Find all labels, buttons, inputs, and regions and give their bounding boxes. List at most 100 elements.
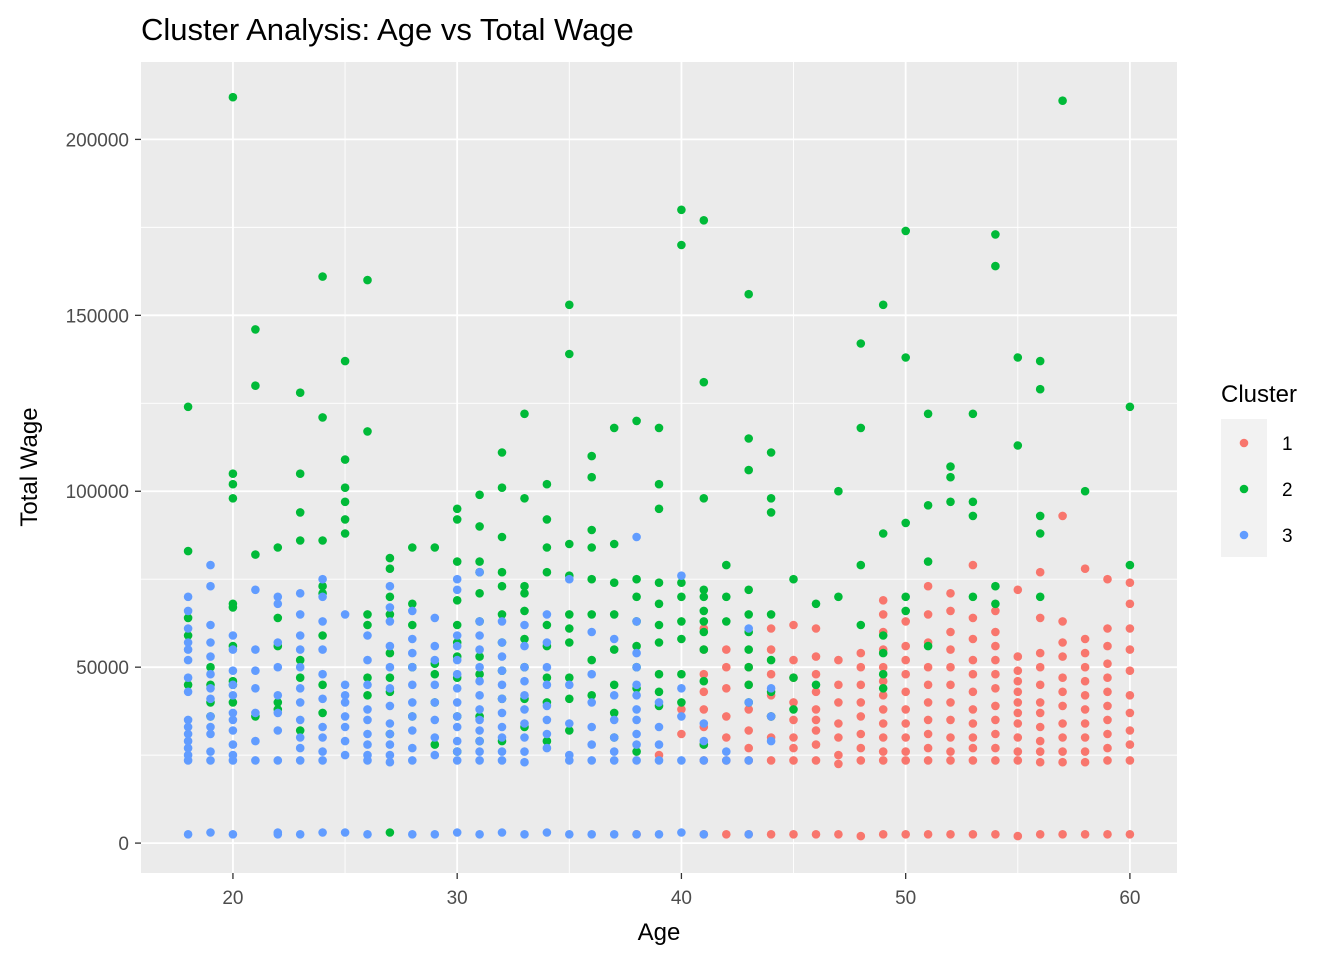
data-point xyxy=(183,687,193,697)
data-point xyxy=(475,652,484,661)
data-point xyxy=(251,645,260,654)
data-point xyxy=(609,708,619,718)
data-point xyxy=(183,715,193,725)
data-point xyxy=(744,662,753,672)
data-point xyxy=(295,610,305,619)
legend-key-2 xyxy=(1239,484,1249,494)
data-point xyxy=(520,581,529,591)
data-point xyxy=(811,740,821,749)
data-point xyxy=(408,726,417,735)
data-point xyxy=(968,655,978,665)
data-point xyxy=(923,641,933,651)
data-point xyxy=(1103,830,1112,839)
data-point xyxy=(878,662,888,672)
data-point xyxy=(452,596,462,605)
data-point xyxy=(722,756,731,765)
data-point xyxy=(901,655,910,665)
data-point xyxy=(677,592,686,602)
data-point xyxy=(834,750,843,760)
data-point xyxy=(1013,756,1023,765)
data-point xyxy=(452,698,462,707)
data-point xyxy=(699,736,709,746)
data-point xyxy=(1080,757,1090,767)
data-point xyxy=(542,729,552,739)
data-point xyxy=(699,606,709,616)
data-point xyxy=(318,722,327,732)
data-point xyxy=(385,740,395,749)
data-point xyxy=(789,733,798,742)
data-point xyxy=(206,694,215,704)
data-point xyxy=(991,743,1000,753)
data-point xyxy=(632,648,641,658)
data-point xyxy=(609,645,619,654)
data-point xyxy=(475,557,484,566)
data-point xyxy=(475,631,484,640)
data-point xyxy=(497,581,507,591)
data-point xyxy=(744,434,753,443)
legend-title: Cluster xyxy=(1221,381,1297,408)
data-point xyxy=(632,662,641,672)
data-point xyxy=(318,272,327,281)
data-point xyxy=(923,830,933,839)
data-point xyxy=(475,691,484,700)
data-point xyxy=(901,592,910,602)
data-point xyxy=(1035,511,1045,521)
data-point xyxy=(1125,645,1135,654)
data-point xyxy=(520,830,529,839)
data-point xyxy=(251,684,260,693)
data-point xyxy=(946,747,955,756)
data-point xyxy=(991,684,1000,693)
legend-entries: 1 2 3 xyxy=(1239,434,1293,547)
data-point xyxy=(901,747,910,756)
data-point xyxy=(1103,743,1112,753)
data-point xyxy=(542,736,552,746)
data-point xyxy=(340,828,350,837)
data-point xyxy=(520,589,529,598)
data-point xyxy=(699,627,709,637)
data-point xyxy=(878,691,888,700)
data-point xyxy=(811,830,821,839)
data-point xyxy=(340,455,350,464)
data-point xyxy=(475,567,484,577)
data-point xyxy=(1080,719,1090,728)
data-point xyxy=(520,733,529,742)
data-point xyxy=(430,830,440,839)
data-point xyxy=(340,483,350,493)
data-point xyxy=(430,698,440,707)
data-point xyxy=(1035,529,1045,538)
data-point xyxy=(408,620,417,630)
data-point xyxy=(363,610,372,619)
data-point xyxy=(632,592,641,602)
data-point xyxy=(699,669,709,679)
data-point xyxy=(654,830,664,839)
data-point xyxy=(273,828,283,837)
data-point xyxy=(542,515,552,524)
legend-label-2: 2 xyxy=(1282,480,1293,501)
data-point xyxy=(295,733,305,742)
data-point xyxy=(385,684,395,693)
data-point xyxy=(295,589,305,598)
y-tick-label: 100000 xyxy=(66,482,129,503)
data-point xyxy=(946,715,955,725)
data-point xyxy=(901,719,910,728)
chart-title: Cluster Analysis: Age vs Total Wage xyxy=(141,12,634,47)
data-point xyxy=(408,756,417,765)
data-point xyxy=(385,603,395,612)
data-point xyxy=(699,756,709,765)
data-point xyxy=(452,631,462,640)
data-point xyxy=(968,743,978,753)
data-point xyxy=(878,648,888,658)
data-point xyxy=(475,830,484,839)
data-point xyxy=(542,715,552,725)
data-point xyxy=(565,300,574,310)
data-point xyxy=(609,423,619,433)
data-point xyxy=(363,427,372,436)
data-point xyxy=(452,515,462,524)
data-point xyxy=(295,536,305,545)
data-point xyxy=(295,469,305,479)
data-point xyxy=(183,592,193,602)
data-point xyxy=(834,759,843,769)
data-point xyxy=(385,641,395,651)
data-point xyxy=(856,743,866,753)
data-point xyxy=(587,830,596,839)
